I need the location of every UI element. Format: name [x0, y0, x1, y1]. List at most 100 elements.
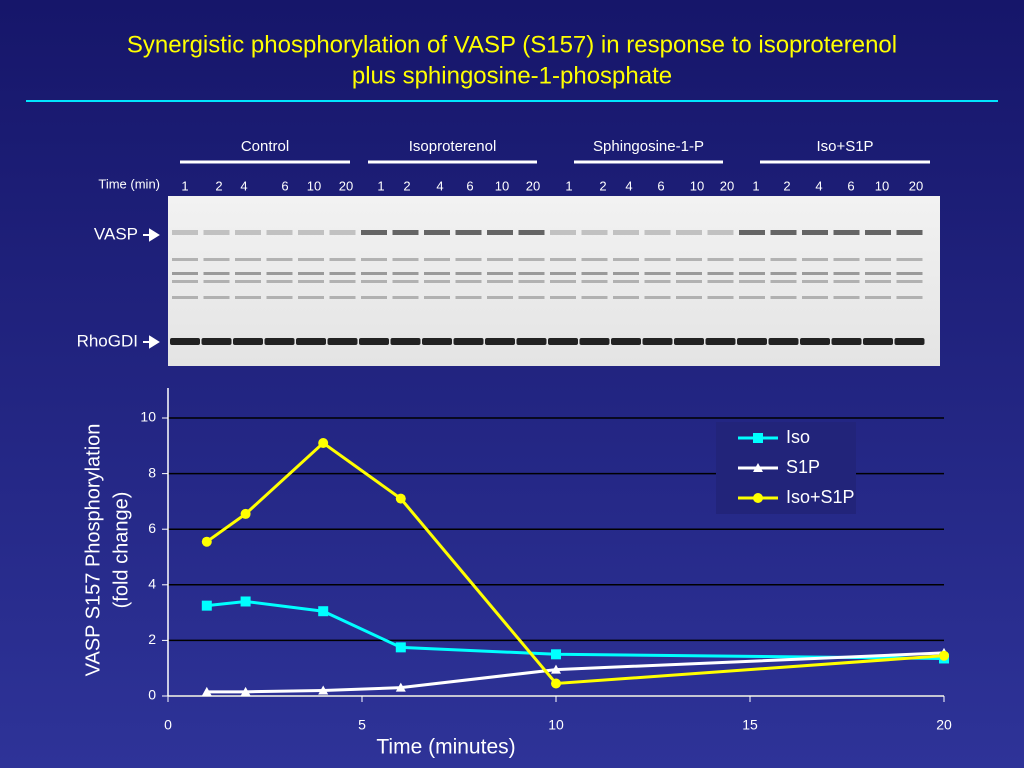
marker [318, 438, 329, 449]
band [424, 296, 450, 299]
lane-label: 4 [240, 178, 247, 193]
band [172, 258, 198, 261]
band [392, 230, 419, 235]
band [424, 280, 450, 283]
band [455, 272, 482, 275]
band [235, 280, 261, 283]
band [485, 338, 515, 345]
band [802, 272, 828, 275]
band [613, 230, 639, 235]
marker [395, 682, 406, 692]
band [802, 258, 828, 261]
band [802, 296, 828, 299]
x-tick-label: 5 [358, 717, 366, 733]
band [361, 296, 387, 299]
band [235, 258, 261, 261]
band [390, 338, 421, 345]
band [235, 272, 261, 275]
band [361, 258, 387, 261]
marker [318, 606, 329, 617]
band [327, 338, 358, 345]
band [203, 258, 230, 261]
band [707, 272, 734, 275]
time-label: Time (min) [98, 176, 160, 191]
arrow [143, 228, 160, 242]
lane-label: 2 [599, 178, 606, 193]
blot-bands [170, 230, 925, 345]
band [329, 272, 356, 275]
band [264, 338, 295, 345]
band [644, 258, 671, 261]
band [203, 230, 230, 235]
band [392, 296, 419, 299]
x-tick-label: 10 [548, 717, 564, 733]
band [613, 296, 639, 299]
band [613, 258, 639, 261]
band [768, 338, 799, 345]
band [392, 258, 419, 261]
lane-label: 20 [339, 178, 353, 193]
band [266, 280, 293, 283]
band [359, 338, 389, 345]
band [361, 230, 387, 235]
band [172, 296, 198, 299]
band [896, 272, 923, 275]
band [455, 280, 482, 283]
marker [551, 649, 561, 660]
band [266, 230, 293, 235]
band [865, 230, 891, 235]
band [329, 258, 356, 261]
marker [395, 642, 406, 653]
band [235, 230, 261, 235]
band [203, 280, 230, 283]
band [266, 272, 293, 275]
y-tick-label: 6 [148, 520, 156, 536]
band [487, 258, 513, 261]
band [865, 280, 891, 283]
band [550, 272, 576, 275]
x-tick-label: 15 [742, 717, 758, 733]
band [455, 296, 482, 299]
row-label: RhoGDI [77, 331, 138, 350]
band [518, 280, 545, 283]
band [863, 338, 893, 345]
band [581, 230, 608, 235]
x-tick-label: 0 [164, 717, 172, 733]
band [800, 338, 830, 345]
band [455, 258, 482, 261]
band [235, 296, 261, 299]
row-label: VASP [94, 224, 138, 243]
band [676, 296, 702, 299]
lane-label: 4 [815, 178, 822, 193]
marker [395, 493, 406, 504]
band [548, 338, 578, 345]
band [203, 272, 230, 275]
band [424, 230, 450, 235]
band [613, 272, 639, 275]
band [896, 230, 923, 235]
band [894, 338, 925, 345]
band [676, 258, 702, 261]
y-tick-label: 2 [148, 631, 156, 647]
marker [753, 433, 763, 443]
lane-label: 10 [495, 178, 509, 193]
y-tick-label: 0 [148, 687, 156, 703]
band [739, 272, 765, 275]
band [644, 230, 671, 235]
band [581, 280, 608, 283]
band [831, 338, 862, 345]
lane-label: 4 [436, 178, 443, 193]
band [518, 258, 545, 261]
band [298, 280, 324, 283]
y-axis-label: VASP S157 Phosphorylation [82, 424, 104, 677]
lane-label: 6 [466, 178, 473, 193]
lane-label: 1 [377, 178, 384, 193]
band [298, 258, 324, 261]
lane-label: 2 [215, 178, 222, 193]
group-label: Control [241, 138, 289, 155]
lane-label: 1 [181, 178, 188, 193]
series-line [205, 441, 945, 686]
marker [201, 686, 212, 696]
band [737, 338, 767, 345]
band [770, 230, 797, 235]
